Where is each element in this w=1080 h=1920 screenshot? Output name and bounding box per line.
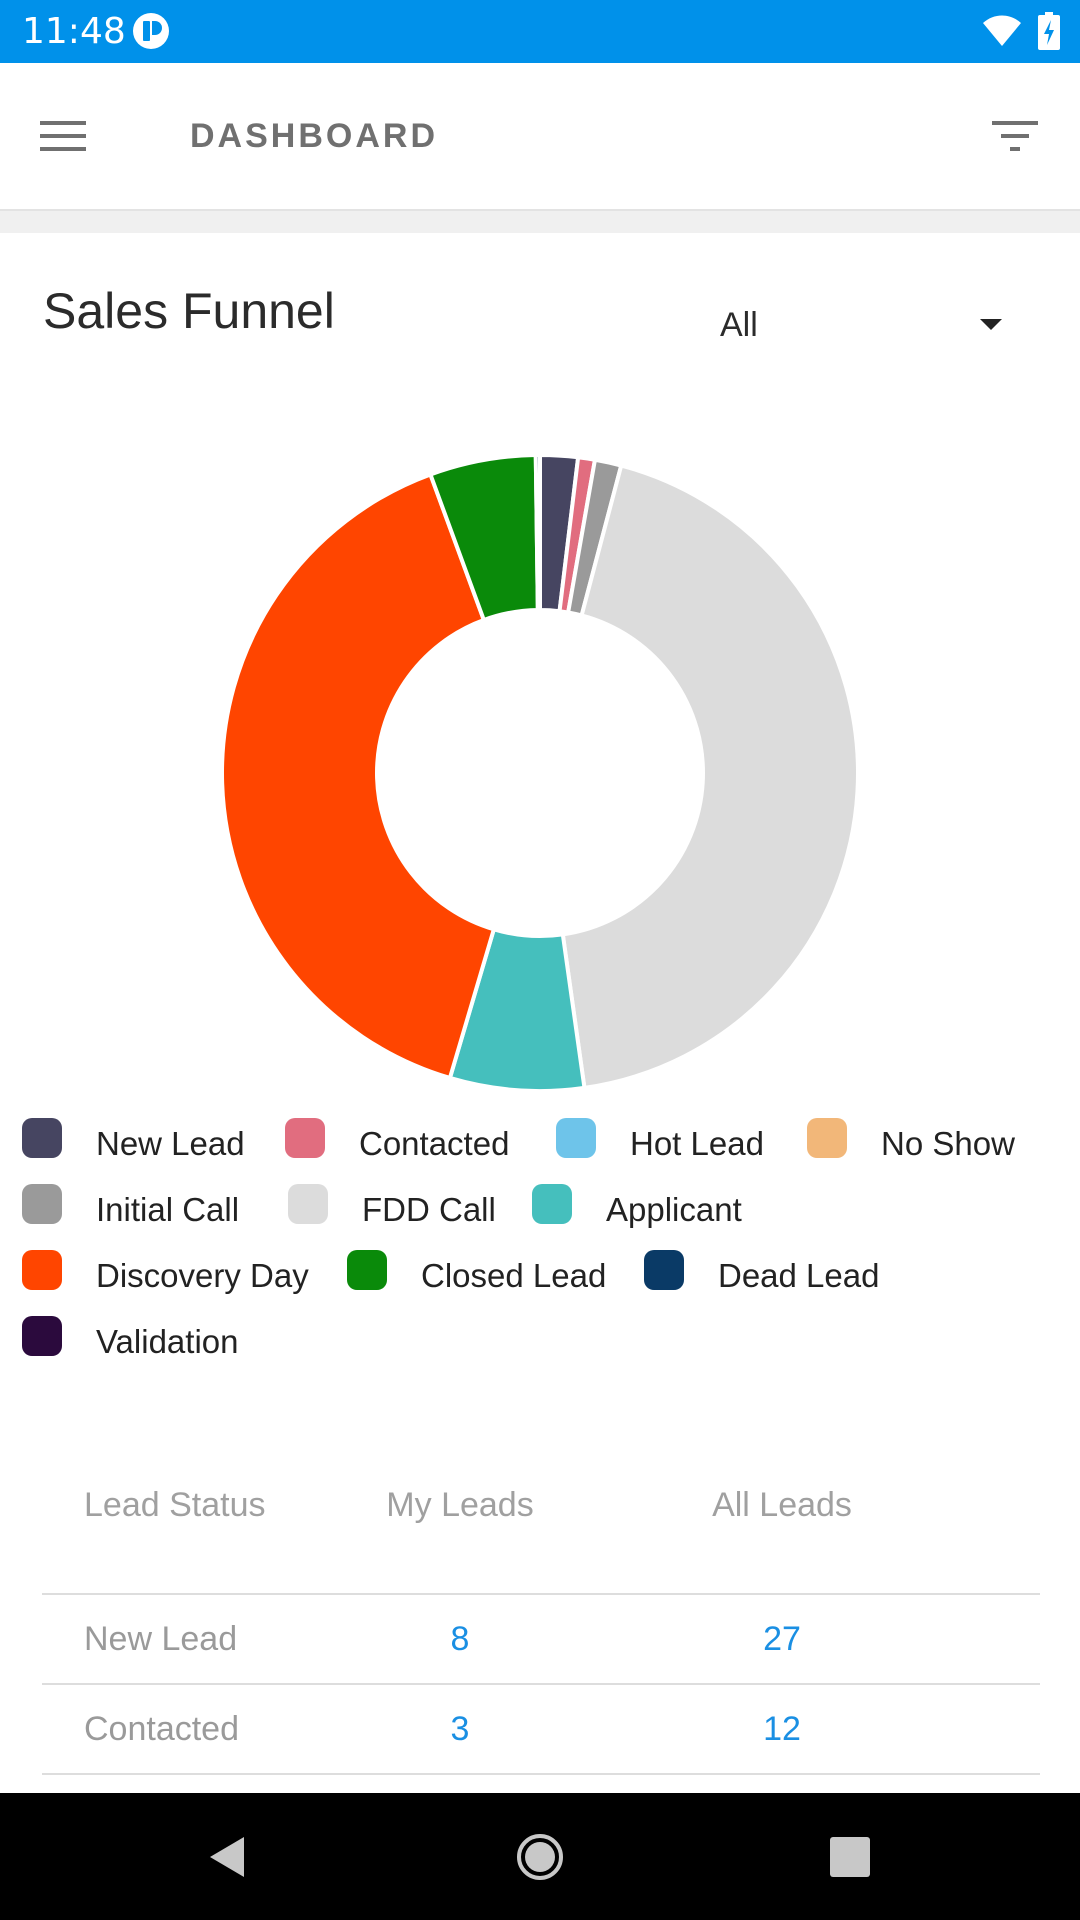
back-icon[interactable] (206, 1835, 246, 1879)
header-all-leads: All Leads (712, 1486, 852, 1524)
table-header: Lead Status My Leads All Leads (42, 1471, 1040, 1595)
legend-label: Applicant (606, 1191, 742, 1228)
legend-swatch (22, 1250, 62, 1290)
status-time: 11:48 (22, 11, 126, 52)
recent-apps-icon[interactable] (830, 1837, 870, 1877)
donut-chart (220, 453, 860, 1093)
legend-label: Dead Lead (718, 1257, 880, 1294)
legend-swatch (285, 1118, 325, 1158)
donut-slice-discovery-day[interactable] (220, 471, 497, 1081)
table-row[interactable]: New Lead 8 27 (42, 1595, 1040, 1685)
legend-label: Discovery Day (96, 1257, 309, 1294)
legend-swatch (22, 1184, 62, 1224)
donut-slice-dead-lead[interactable] (533, 453, 542, 613)
row-all-leads[interactable]: 27 (763, 1620, 801, 1658)
caret-down-icon (980, 319, 1002, 330)
legend-swatch (22, 1118, 62, 1158)
sales-funnel-card: Sales Funnel All New Lead Contacted Hot Le… (0, 233, 1080, 1793)
legend-label: Closed Lead (421, 1257, 607, 1294)
app-bar: DASHBOARD (0, 63, 1080, 211)
legend-label: No Show (881, 1125, 1015, 1162)
legend-swatch (288, 1184, 328, 1224)
funnel-filter-dropdown[interactable]: All (700, 295, 1020, 355)
status-bar: 11:48 (0, 0, 1080, 63)
header-lead-status: Lead Status (84, 1486, 266, 1524)
notification-icon (133, 13, 169, 49)
legend-swatch (644, 1250, 684, 1290)
legend-swatch (556, 1118, 596, 1158)
legend-swatch (807, 1118, 847, 1158)
legend-swatch (22, 1316, 62, 1356)
row-all-leads[interactable]: 12 (763, 1710, 801, 1748)
legend-label: New Lead (96, 1125, 245, 1162)
row-my-leads[interactable]: 3 (450, 1710, 470, 1748)
legend-label: Contacted (359, 1125, 510, 1162)
wifi-icon (983, 15, 1021, 46)
battery-charging-icon (1038, 12, 1060, 50)
legend-label: Validation (96, 1323, 239, 1360)
hamburger-menu-icon[interactable] (38, 119, 90, 155)
filter-icon[interactable] (990, 119, 1042, 155)
row-status: Contacted (84, 1710, 239, 1748)
donut-slice-fdd-call[interactable] (560, 463, 860, 1091)
section-divider (0, 211, 1080, 233)
table-row[interactable]: Contacted 3 12 (42, 1685, 1040, 1775)
row-my-leads[interactable]: 8 (450, 1620, 470, 1658)
legend-label: Hot Lead (630, 1125, 764, 1162)
header-my-leads: My Leads (386, 1486, 534, 1524)
row-status: New Lead (84, 1620, 238, 1658)
section-title: Sales Funnel (43, 283, 335, 339)
page-title: DASHBOARD (190, 117, 438, 155)
legend-swatch (347, 1250, 387, 1290)
legend-swatch (532, 1184, 572, 1224)
system-nav-bar (0, 1793, 1080, 1920)
legend-label: FDD Call (362, 1191, 496, 1228)
legend-label: Initial Call (96, 1191, 240, 1228)
home-icon[interactable] (516, 1833, 564, 1881)
dropdown-selected-value: All (720, 306, 758, 344)
